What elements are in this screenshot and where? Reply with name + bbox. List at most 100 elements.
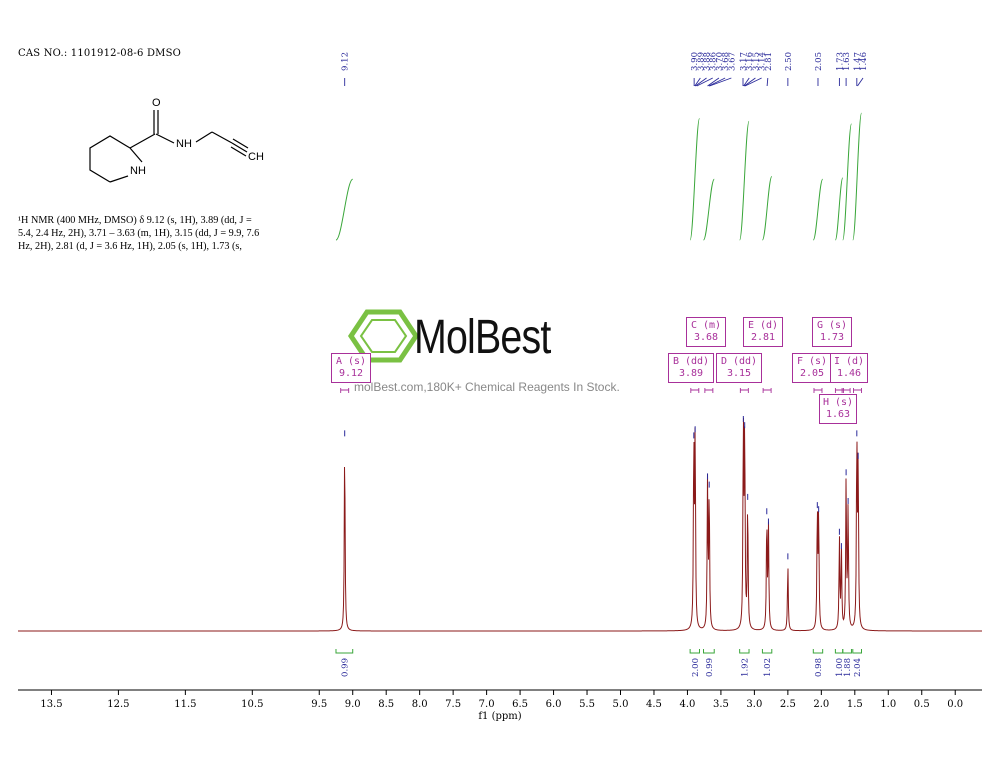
peak-shift-label: 1.63 <box>842 52 852 71</box>
multiplet-bracket-layer <box>340 388 862 393</box>
bond-c2-co <box>129 133 156 149</box>
peak-shift-label: 2.05 <box>814 52 824 71</box>
multiplet-bracket <box>841 388 851 393</box>
peak-shift-label: 3.89 <box>696 52 706 71</box>
nmr-description-line: Hz, 2H), 2.81 (d, J = 3.6 Hz, 1H), 2.05 … <box>18 241 242 253</box>
integral-curve <box>739 120 750 241</box>
multiplet-bracket <box>704 388 714 393</box>
atom-label-ch: CH <box>248 151 264 163</box>
bond-n-ch2 <box>195 131 213 143</box>
multiplet-box-e: E (d) 2.81 <box>743 317 783 347</box>
ring-bond-n2 <box>109 175 129 183</box>
x-axis-tick-label: 2.0 <box>813 699 829 710</box>
peak-shift-label: 3.14 <box>758 52 768 71</box>
multiplet-header: A (s) <box>335 356 367 367</box>
integral-value: 1.02 <box>763 658 773 677</box>
multiplet-bracket <box>340 388 350 393</box>
peak-label-layer: 9.12 3.903.893.883.863.703.683.67 3.173.16… <box>341 52 869 87</box>
x-axis-tick-label: 7.5 <box>445 699 461 710</box>
x-axis-tick-label: 13.5 <box>40 699 62 710</box>
peak-shift-label: 3.67 <box>727 52 737 71</box>
multiplet-value: 3.89 <box>678 368 704 379</box>
x-axis-tick-label: 2.5 <box>780 699 796 710</box>
peak-shift-label: 3.88 <box>703 52 713 71</box>
multiplet-box-c: C (m) 3.68 <box>686 317 726 347</box>
peak-shift-label: 3.90 <box>690 52 700 71</box>
integral-value: 0.99 <box>340 658 350 677</box>
x-axis-tick-label: 5.5 <box>579 699 595 710</box>
multiplet-bracket <box>739 388 749 393</box>
bond-c-n <box>155 133 175 144</box>
peak-shift-label: 3.16 <box>745 52 755 71</box>
multiplet-value: 2.81 <box>750 332 776 343</box>
integral-bracket <box>761 649 773 654</box>
integral-bracket <box>842 649 852 654</box>
nmr-description-line: ¹H NMR (400 MHz, DMSO) δ 9.12 (s, 1H), 3… <box>18 215 252 226</box>
integral-value: 0.98 <box>814 658 824 677</box>
watermark-tagline: molBest.com,180K+ Chemical Reagents In S… <box>354 380 620 394</box>
peak-leader-line <box>857 77 864 87</box>
integral-curve <box>689 118 700 241</box>
x-axis-tick-label: 3.0 <box>746 699 762 710</box>
integral-bracket <box>812 649 824 654</box>
peak-shift-label: 3.17 <box>739 52 749 71</box>
x-axis-tick-label: 4.5 <box>646 699 662 710</box>
peak-leader-line <box>696 77 713 87</box>
multiplet-bracket <box>813 388 823 393</box>
peak-shift-label: 1.73 <box>835 52 845 71</box>
bottom-integral-layer: 0.99 2.00 0.99 1.92 1.02 0.98 1.001.88 2.04 <box>335 649 863 677</box>
x-axis-tick-label: 10.5 <box>241 699 263 710</box>
spectrum-layer <box>18 416 982 632</box>
x-axis-tick-label: 6.5 <box>512 699 528 710</box>
nmr-description-line: 5.4, 2.4 Hz, 2H), 3.71 – 3.63 (m, 1H), 3… <box>18 228 260 240</box>
bond-ch2-c <box>211 131 233 144</box>
integral-value: 2.04 <box>853 658 863 677</box>
multiplet-box-d: D (dd) 3.15 <box>716 353 762 383</box>
multiplet-value: 2.05 <box>799 368 825 379</box>
peak-shift-label: 3.86 <box>709 52 719 71</box>
peak-shift-label: 3.68 <box>721 52 731 71</box>
x-axis-tick-label: 11.5 <box>174 699 196 710</box>
integral-curve <box>834 177 844 241</box>
molecule-structure <box>89 110 249 183</box>
x-axis-tick-label: 8.5 <box>378 699 394 710</box>
multiplet-value: 1.63 <box>825 409 851 420</box>
integral-curve <box>761 176 773 241</box>
peak-leader-line <box>708 77 726 87</box>
integral-bracket <box>703 649 715 654</box>
peak-shift-label: 1.46 <box>859 52 869 71</box>
x-axis-tick-label: 0.0 <box>947 699 963 710</box>
multiplet-header: D (dd) <box>720 356 758 367</box>
peak-leader-line <box>766 77 769 87</box>
peak-leader-line <box>709 77 732 87</box>
multiplet-value: 1.46 <box>836 368 862 379</box>
peak-leader-line <box>744 77 756 87</box>
integral-bracket <box>689 649 700 654</box>
x-axis-tick-label: 9.0 <box>345 699 361 710</box>
peak-leader-line <box>743 77 750 87</box>
multiplet-box-a: A (s) 9.12 <box>331 353 371 383</box>
multiplet-header: H (s) <box>822 397 854 408</box>
multiplet-header: I (d) <box>833 356 865 367</box>
integral-layer <box>335 112 862 241</box>
atom-label-nh-ring: NH <box>130 165 146 177</box>
integral-value: 1.88 <box>843 658 853 677</box>
integral-curve <box>335 178 354 241</box>
multiplet-header: E (d) <box>747 320 779 331</box>
integral-bracket <box>739 649 750 654</box>
multiplet-value: 3.68 <box>693 332 719 343</box>
integral-curve <box>852 112 862 241</box>
multiplet-bracket <box>762 388 772 393</box>
multiplet-header: C (m) <box>690 320 722 331</box>
x-axis-tick-label: 9.5 <box>311 699 327 710</box>
x-axis-tick-label: 0.5 <box>914 699 930 710</box>
peak-shift-label: 2.50 <box>784 52 794 71</box>
x-axis-tick-label: 3.5 <box>713 699 729 710</box>
x-axis-tick-label: 6.0 <box>546 699 562 710</box>
integral-bracket <box>852 649 862 654</box>
watermark-logo-text: MolBest <box>414 311 551 364</box>
triple-a <box>231 142 248 153</box>
peak-leader-line <box>744 77 762 87</box>
x-axis-tick-label: 12.5 <box>107 699 129 710</box>
